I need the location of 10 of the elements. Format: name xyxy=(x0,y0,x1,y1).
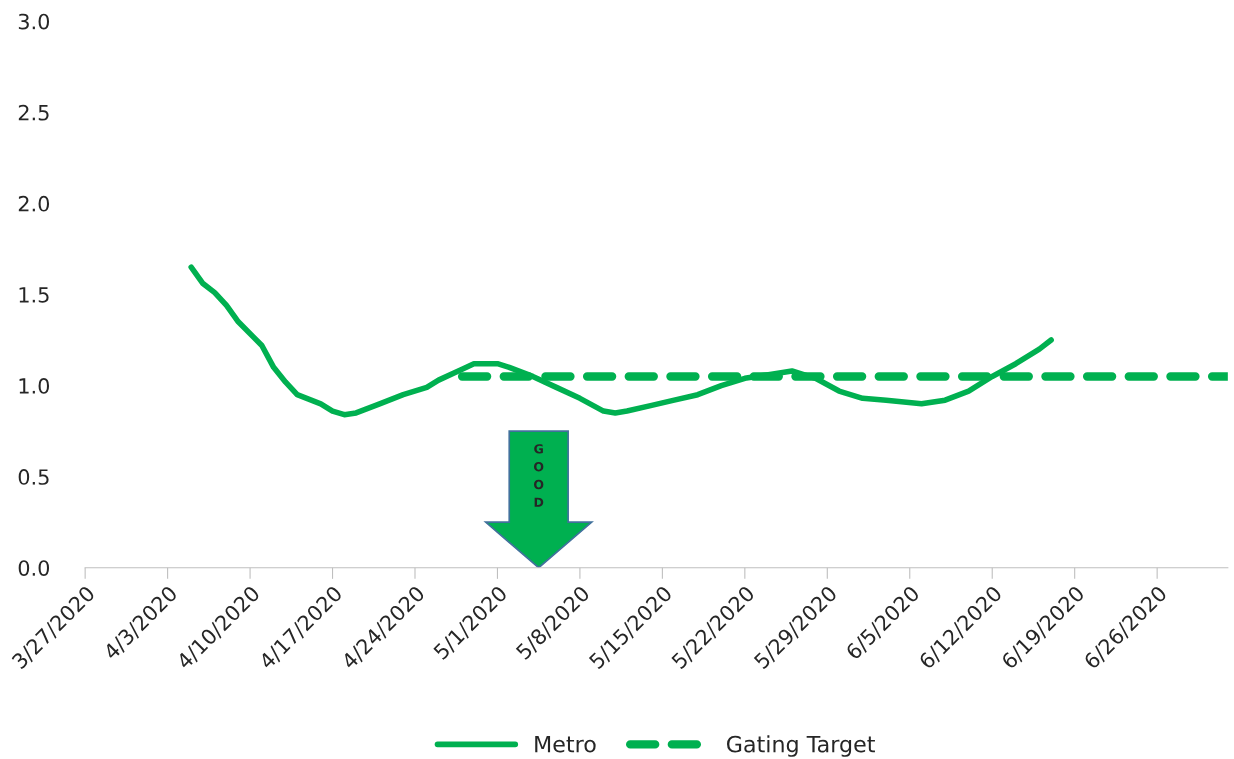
legend-label: Metro xyxy=(535,735,596,753)
y-tick-label: 2.0 xyxy=(18,195,50,212)
legend-label: Gating Target xyxy=(726,735,875,757)
y-tick-label: 2.5 xyxy=(18,104,49,121)
y-tick-label: 0.0 xyxy=(18,560,50,576)
y-tick-label: 0.5 xyxy=(18,469,49,485)
y-tick-label: 1.0 xyxy=(19,378,50,394)
annotation: GOOD xyxy=(534,444,544,507)
y-tick-label: 3.0 xyxy=(18,13,50,30)
y-tick-label: 1.5 xyxy=(19,287,49,303)
